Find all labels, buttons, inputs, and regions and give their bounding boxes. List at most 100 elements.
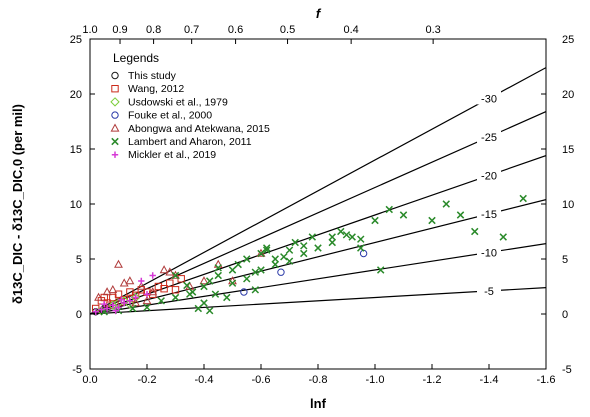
top-tick-label: 0.5 [280, 24, 295, 36]
data-point [257, 249, 265, 258]
top-tick-label: 0.4 [343, 24, 358, 36]
data-point [159, 265, 169, 274]
data-point [143, 303, 151, 312]
data-point [200, 282, 208, 291]
data-point [337, 227, 345, 236]
data-point [171, 286, 180, 294]
reference-line-label: -30 [481, 93, 497, 105]
y-tick-label: 25 [70, 34, 82, 46]
top-x-axis-label: f [316, 6, 322, 21]
data-point [442, 200, 450, 208]
y-tick-label: 5 [76, 254, 82, 266]
reference-label-bg [477, 282, 501, 297]
data-point [228, 279, 237, 287]
data-point [200, 299, 208, 307]
data-point [308, 233, 317, 241]
y-tick-label-right: -5 [562, 364, 572, 376]
x-tick-label: -0.2 [138, 374, 157, 386]
data-point [160, 285, 168, 293]
data-point [108, 284, 118, 294]
data-point [371, 216, 379, 225]
legend-marker [111, 85, 119, 93]
legend-entry: This study [128, 70, 177, 82]
data-point [300, 249, 308, 258]
data-point [166, 279, 174, 287]
data-point [129, 304, 137, 313]
x-tick-label: -0.8 [309, 374, 328, 386]
top-tick-label: 1.0 [82, 24, 97, 36]
data-point [328, 238, 336, 247]
data-point [234, 260, 242, 269]
data-point [183, 281, 191, 290]
data-point [262, 246, 271, 254]
reference-label-bg [477, 90, 501, 105]
y-tick-label: 15 [70, 144, 82, 156]
data-point [188, 288, 197, 296]
data-point [121, 299, 128, 307]
data-point [428, 216, 436, 225]
x-tick-label: -1.6 [537, 374, 556, 386]
legend-marker [111, 151, 119, 158]
reference-label-bg [477, 128, 501, 143]
x-tick-label: -0.6 [252, 374, 271, 386]
top-tick-label: 0.8 [146, 24, 161, 36]
y-tick-label: 10 [70, 199, 82, 211]
data-point [243, 255, 251, 263]
data-point [357, 244, 365, 252]
y-tick-label-right: 5 [562, 254, 568, 266]
data-point [132, 294, 139, 301]
data-point [171, 293, 180, 302]
data-point [214, 264, 222, 272]
x-tick-label: -1.4 [480, 374, 499, 386]
reference-label-bg [477, 205, 501, 220]
data-point [92, 308, 99, 315]
data-point [148, 287, 158, 296]
top-tick-label: 0.6 [228, 24, 243, 36]
data-point [94, 292, 103, 301]
top-tick-label: 0.9 [112, 24, 127, 36]
data-point [149, 272, 156, 279]
reference-line [90, 199, 546, 315]
top-tick-label: 0.7 [184, 24, 199, 36]
data-point [118, 296, 125, 303]
data-point [240, 288, 248, 296]
reference-line-label: -10 [481, 247, 497, 259]
data-point [314, 244, 322, 252]
reference-label-bg [477, 244, 501, 259]
data-point [211, 290, 220, 298]
data-point [291, 238, 299, 247]
data-point [101, 300, 108, 308]
data-point [271, 260, 279, 269]
legend-entry: Mickler et al., 2019 [128, 149, 216, 161]
data-point [157, 297, 165, 305]
reference-line [90, 243, 546, 315]
x-tick-label: -1.2 [423, 374, 442, 386]
data-point [205, 306, 214, 315]
data-point [256, 248, 266, 257]
data-point [114, 259, 123, 268]
data-point [126, 297, 134, 304]
y-tick-label-right: 15 [562, 144, 574, 156]
legend-marker [111, 71, 119, 80]
legend-entry: Wang, 2012 [128, 83, 184, 95]
legend-marker [110, 97, 120, 107]
x-tick-label: -0.4 [195, 374, 214, 386]
data-point [251, 286, 260, 294]
data-point [399, 211, 408, 219]
reference-line [90, 111, 546, 315]
data-point [214, 271, 222, 280]
y-tick-label-right: 25 [562, 34, 574, 46]
legend-entry: Usdowski et al., 1979 [128, 96, 228, 108]
data-point [243, 275, 251, 283]
y-tick-label: 0 [76, 309, 82, 321]
reference-line-label: -5 [484, 286, 494, 298]
reference-line-label: -15 [481, 209, 497, 221]
legend-entry: Lambert and Aharon, 2011 [128, 136, 252, 148]
data-point [205, 277, 214, 285]
data-point [103, 305, 111, 312]
data-point [348, 233, 356, 241]
data-point [142, 295, 152, 305]
data-point [136, 281, 146, 290]
data-point [119, 278, 129, 287]
